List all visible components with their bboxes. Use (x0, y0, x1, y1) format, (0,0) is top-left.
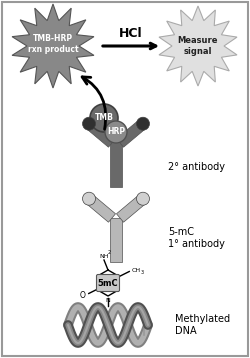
Text: 2: 2 (108, 251, 110, 256)
Polygon shape (116, 194, 146, 222)
Polygon shape (12, 4, 94, 88)
Polygon shape (86, 120, 116, 147)
Text: HRP: HRP (107, 127, 125, 136)
Text: 3: 3 (141, 270, 144, 275)
Text: 2° antibody: 2° antibody (168, 162, 225, 172)
Circle shape (136, 192, 149, 205)
Bar (110, 218, 122, 262)
Bar (110, 143, 122, 187)
Polygon shape (159, 6, 237, 86)
Text: CH: CH (132, 268, 141, 273)
Circle shape (82, 117, 96, 130)
Text: Methylated
DNA: Methylated DNA (175, 314, 230, 336)
Polygon shape (86, 194, 116, 222)
Text: HCl: HCl (119, 27, 143, 40)
Text: NH: NH (99, 253, 109, 258)
Circle shape (90, 104, 118, 132)
Text: 5mC: 5mC (98, 279, 118, 287)
Text: TMB: TMB (94, 113, 114, 122)
Text: 5-mC
1° antibody: 5-mC 1° antibody (168, 227, 225, 249)
Text: O: O (80, 291, 86, 300)
Polygon shape (116, 120, 146, 147)
Circle shape (82, 192, 96, 205)
Circle shape (105, 121, 127, 143)
Text: N: N (106, 297, 110, 303)
Circle shape (136, 117, 149, 130)
Text: TMB-HRP
rxn product: TMB-HRP rxn product (28, 34, 78, 54)
Text: Measure
signal: Measure signal (178, 36, 218, 56)
FancyArrowPatch shape (82, 77, 106, 129)
FancyBboxPatch shape (96, 275, 120, 291)
Text: N: N (96, 274, 101, 279)
